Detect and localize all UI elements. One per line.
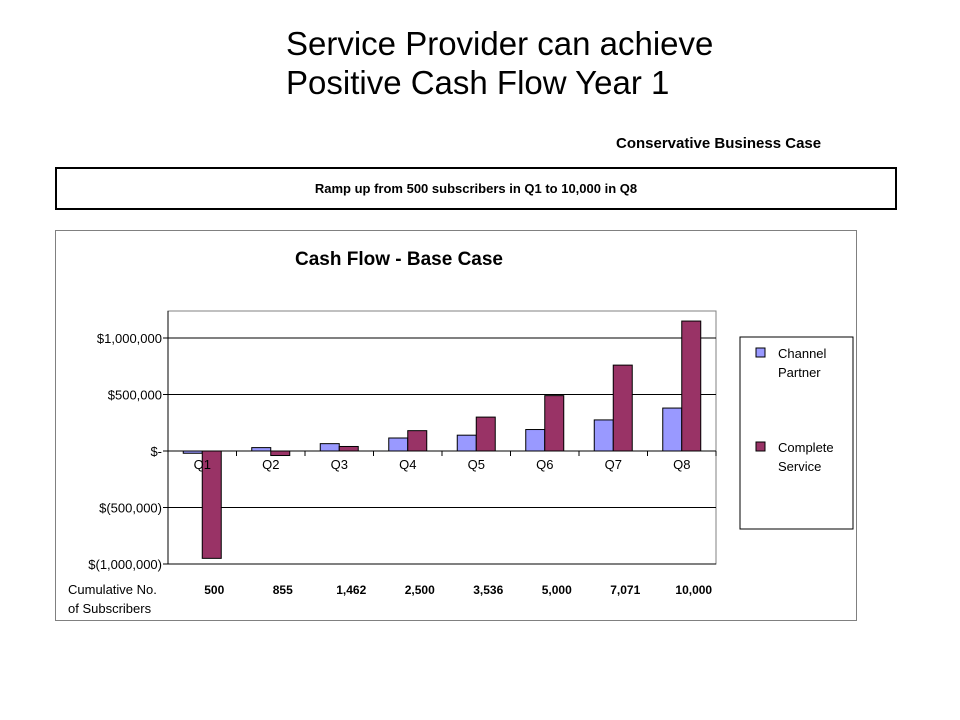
subscriber-count: 3,536: [473, 583, 503, 597]
bar-complete-service: [475, 416, 496, 452]
bar-channel-partner: [388, 437, 409, 452]
subscriber-count: 5,000: [542, 583, 572, 597]
y-tick-label: $500,000: [108, 388, 162, 403]
bar-complete-service: [270, 450, 291, 457]
plot-area-frame: [167, 310, 717, 565]
legend-swatch: [755, 441, 766, 452]
note-text: Ramp up from 500 subscribers in Q1 to 10…: [314, 181, 638, 196]
y-tick-label: $(1,000,000): [88, 557, 162, 572]
x-tick-label: Q5: [468, 457, 485, 472]
subscriber-count: 7,071: [610, 583, 640, 597]
y-tick-label: $1,000,000: [97, 331, 162, 346]
y-tick-label: $-: [150, 444, 162, 459]
subscriber-count: 500: [204, 583, 224, 597]
chart-frame: Cash Flow - Base Case $1,000,000 $500,000…: [55, 230, 857, 621]
x-tick-label: Q1: [194, 457, 211, 472]
legend-box: [739, 336, 854, 530]
x-tick-label: Q3: [331, 457, 348, 472]
bar-complete-service: [612, 364, 633, 452]
x-tick-label: Q7: [605, 457, 622, 472]
bar-channel-partner: [662, 407, 683, 452]
x-tick-label: Q2: [262, 457, 279, 472]
slide-title: Service Provider can achieve Positive Ca…: [286, 24, 886, 102]
bar-channel-partner: [319, 443, 340, 452]
slide-title-line1: Service Provider can achieve: [286, 25, 714, 62]
bar-complete-service: [544, 395, 565, 452]
subscriber-count: 855: [273, 583, 293, 597]
legend-label: Partner: [778, 365, 821, 380]
subscriber-count: 2,500: [405, 583, 435, 597]
chart-title: Cash Flow - Base Case: [295, 249, 503, 270]
cash-flow-chart: Cash Flow - Base Case $1,000,000 $500,000…: [68, 249, 854, 616]
legend-label: Service: [778, 459, 821, 474]
bar-complete-service: [407, 430, 428, 452]
legend-label: Channel: [778, 346, 827, 361]
subscriber-count: 1,462: [336, 583, 366, 597]
x-tick-label: Q6: [536, 457, 553, 472]
bar-channel-partner: [525, 429, 546, 452]
subscriber-count: 10,000: [675, 583, 712, 597]
bar-channel-partner: [456, 434, 477, 452]
y-tick-label: $(500,000): [99, 501, 162, 516]
note-box: Ramp up from 500 subscribers in Q1 to 10…: [55, 167, 897, 210]
slide-title-line2: Positive Cash Flow Year 1: [286, 64, 670, 101]
x-tick-label: Q8: [673, 457, 690, 472]
bar-channel-partner: [593, 419, 614, 452]
x-tick-label: Q4: [399, 457, 416, 472]
table-row-label: of Subscribers: [68, 601, 152, 616]
legend-swatch: [755, 347, 766, 358]
bar-complete-service: [681, 320, 702, 452]
slide-subtitle: Conservative Business Case: [616, 135, 822, 152]
table-row-label: Cumulative No.: [68, 582, 157, 597]
legend-label: Complete: [778, 440, 834, 455]
bar-complete-service: [338, 445, 359, 452]
bar-channel-partner: [251, 447, 272, 452]
